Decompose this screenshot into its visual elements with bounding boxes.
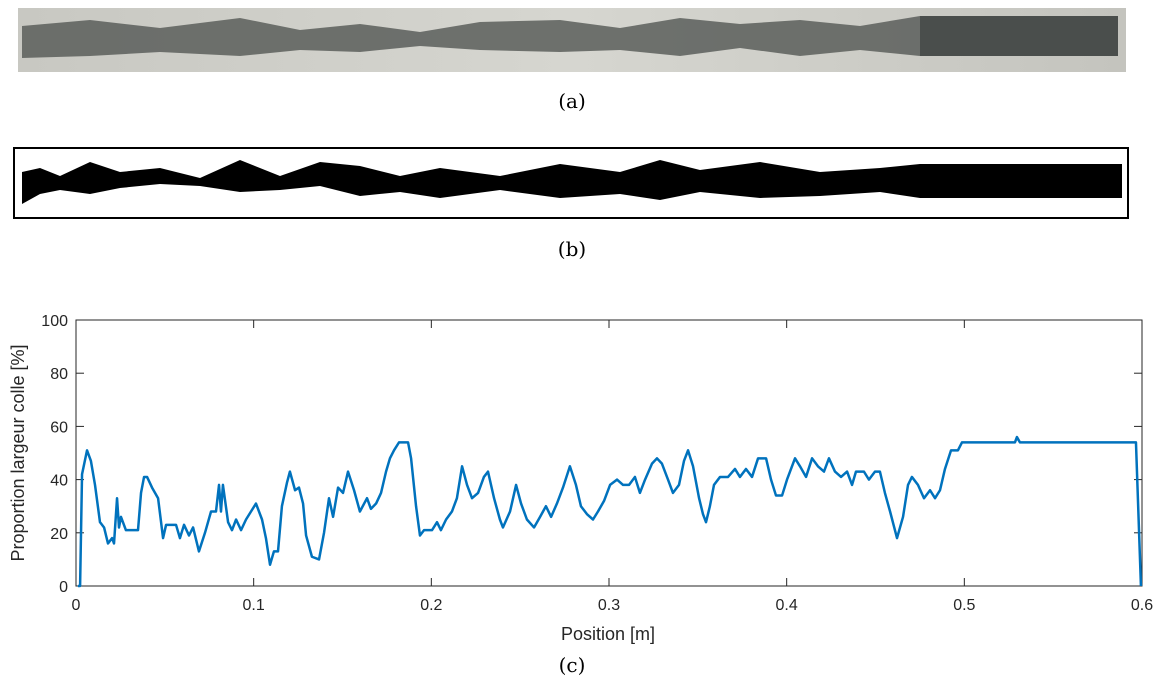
y-tick-label: 0 <box>59 579 68 596</box>
photo-b <box>13 147 1129 219</box>
x-tick-label: 0.4 <box>776 597 798 614</box>
data-line <box>77 435 1143 588</box>
y-axis-label: Proportion largeur colle [%] <box>8 344 28 561</box>
caption: (b) <box>558 237 586 261</box>
x-tick-label: 0.1 <box>243 597 265 614</box>
x-tick-label: 0.3 <box>598 597 620 614</box>
caption: (c) <box>559 653 586 677</box>
caption: (a) <box>558 89 586 113</box>
x-tick-label: 0.2 <box>420 597 442 614</box>
y-tick-label: 100 <box>41 313 68 330</box>
photo-a <box>18 8 1126 72</box>
y-tick-label: 40 <box>50 473 68 490</box>
y-tick-label: 60 <box>50 419 68 436</box>
x-tick-label: 0 <box>72 597 81 614</box>
x-tick-label: 0.5 <box>953 597 975 614</box>
x-axis-label: Position [m] <box>561 624 655 644</box>
y-tick-label: 20 <box>50 526 68 543</box>
plot-frame <box>75 319 1143 587</box>
y-tick-label: 80 <box>50 366 68 383</box>
x-tick-label: 0.6 <box>1131 597 1153 614</box>
